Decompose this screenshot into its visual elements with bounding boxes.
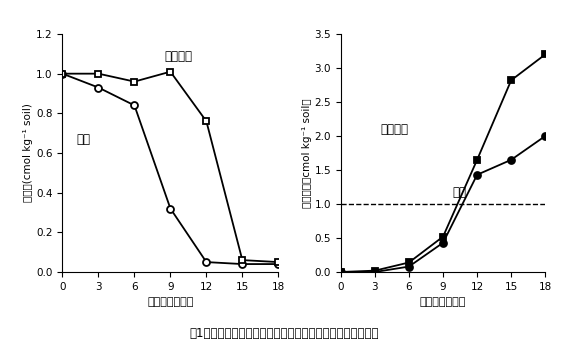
Y-axis label: メタン量（cmol kg⁻¹ soil）: メタン量（cmol kg⁻¹ soil） bbox=[302, 98, 312, 208]
Text: 水素添加: 水素添加 bbox=[381, 123, 408, 136]
X-axis label: 培養日数（日）: 培養日数（日） bbox=[420, 297, 466, 307]
Text: 対照: 対照 bbox=[77, 133, 91, 146]
Text: 水素添加: 水素添加 bbox=[164, 50, 193, 63]
Text: 図1　酢酸分解とメタン生成に及ぼす水素の影響（風乾土）: 図1 酢酸分解とメタン生成に及ぼす水素の影響（風乾土） bbox=[189, 327, 379, 340]
Text: 対照: 対照 bbox=[452, 186, 466, 199]
X-axis label: 培養日数（日）: 培養日数（日） bbox=[147, 297, 194, 307]
Y-axis label: 酢酸量(cmol kg⁻¹ soil): 酢酸量(cmol kg⁻¹ soil) bbox=[23, 104, 34, 202]
